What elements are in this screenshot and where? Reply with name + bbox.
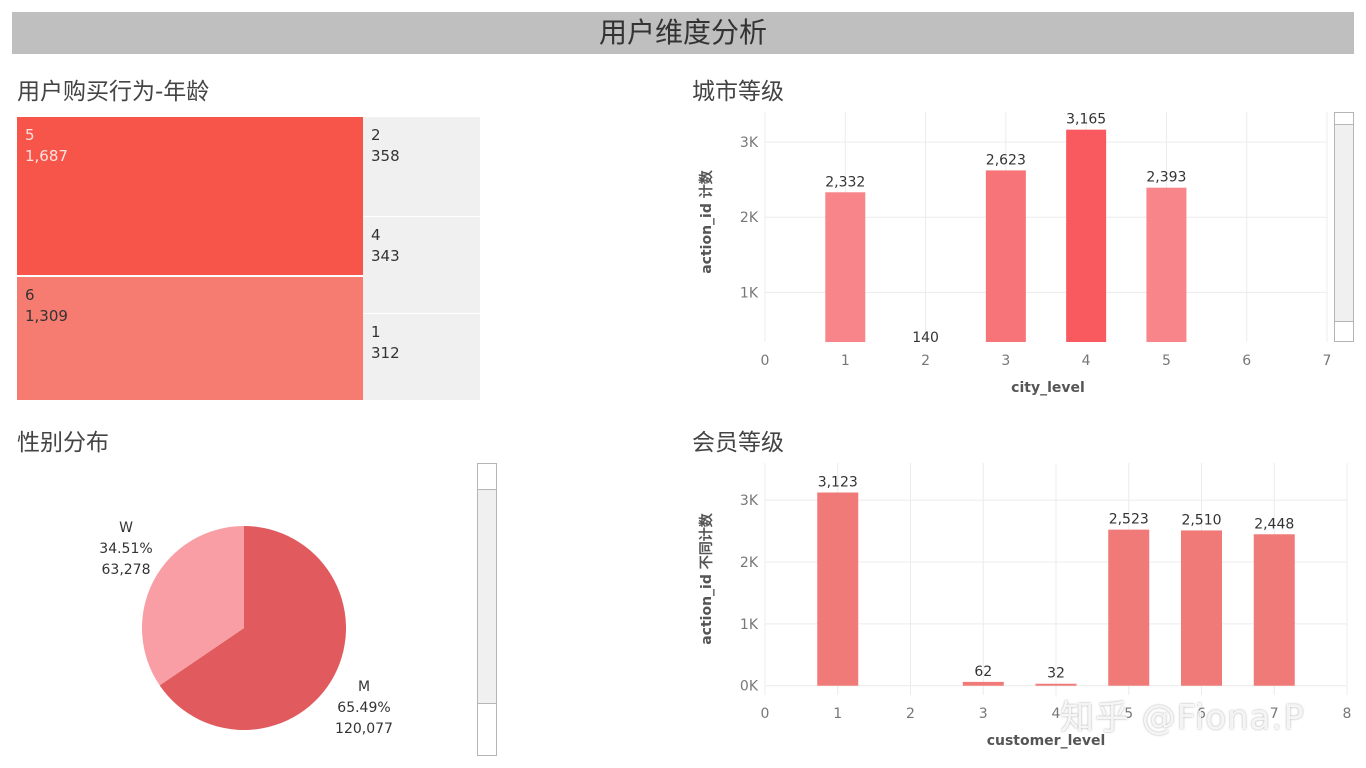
x-axis-label: customer_level	[987, 733, 1106, 749]
scroll-down-cap[interactable]	[478, 703, 496, 755]
treemap-cell-label: 4	[371, 226, 381, 244]
x-tick-label: 3	[1001, 353, 1010, 369]
x-tick-label: 2	[921, 353, 930, 369]
dashboard-title: 用户维度分析	[598, 16, 767, 49]
data-label: 3,123	[818, 475, 858, 491]
data-label: 2,448	[1254, 516, 1294, 532]
treemap-cell-value: 1,687	[25, 147, 68, 165]
x-tick-label: 6	[1197, 706, 1206, 722]
y-tick-label: 3K	[740, 493, 759, 509]
data-label: 32	[1047, 666, 1065, 682]
bar	[1035, 683, 1077, 686]
x-tick-label: 7	[1270, 706, 1279, 722]
y-tick-label: 2K	[740, 555, 759, 571]
y-tick-label: 3K	[740, 135, 759, 151]
pie-slice	[159, 526, 346, 730]
scroll-up-cap[interactable]	[478, 464, 496, 490]
x-tick-label: 0	[761, 706, 770, 722]
dashboard-header: 用户维度分析	[12, 12, 1354, 54]
x-tick-label: 4	[1052, 706, 1061, 722]
bar	[825, 192, 866, 342]
pie-label-value: 63,278	[102, 562, 151, 578]
bar	[962, 681, 1004, 686]
x-tick-label: 8	[1343, 706, 1352, 722]
data-label: 2,623	[986, 152, 1026, 168]
x-tick-label: 2	[906, 706, 915, 722]
data-label: 140	[912, 330, 939, 346]
scroll-up-cap[interactable]	[1335, 113, 1353, 125]
treemap-cell-5[interactable]: 5 1,687	[17, 117, 363, 275]
bar	[1146, 187, 1187, 342]
treemap-cell-value: 343	[371, 247, 400, 265]
bar	[1108, 529, 1150, 686]
age-panel-title: 用户购买行为-年龄	[17, 79, 210, 105]
bar	[1181, 530, 1222, 686]
treemap-cell-value: 312	[371, 344, 400, 362]
bar	[985, 170, 1026, 342]
treemap-cell-6[interactable]: 6 1,309	[17, 277, 363, 400]
city-level-chart: 2,332 140 2,623 3,165 2,393 0 1 2 3 4 5 6 7 1K 2K 3K cit…	[698, 112, 1332, 396]
data-label: 2,523	[1109, 512, 1149, 528]
city-panel-title: 城市等级	[692, 79, 784, 105]
gender-scrollbar[interactable]	[477, 463, 497, 756]
treemap-cell-1[interactable]: 1 312	[363, 314, 480, 400]
data-label: 2,332	[825, 174, 865, 190]
treemap-cell-label: 1	[371, 323, 381, 341]
x-tick-label: 3	[979, 706, 988, 722]
gender-pie-chart: M 65.49% 120,077 W 34.51% 63,278	[99, 520, 393, 737]
pie-label-name: W	[119, 520, 133, 536]
x-tick-label: 1	[833, 706, 842, 722]
y-axis-label: action_id 不同计数	[698, 512, 715, 645]
x-tick-label: 1	[841, 353, 850, 369]
x-tick-label: 5	[1124, 706, 1133, 722]
gender-panel-title: 性别分布	[17, 430, 109, 456]
treemap-cell-4[interactable]: 4 343	[363, 217, 480, 313]
scroll-down-cap[interactable]	[1335, 321, 1353, 341]
pie-label-value: 120,077	[335, 721, 393, 737]
x-tick-label: 6	[1242, 353, 1251, 369]
treemap-cell-label: 2	[371, 126, 381, 144]
x-tick-label: 7	[1323, 353, 1332, 369]
pie-label-percent: 34.51%	[99, 541, 152, 557]
watermark: 知乎 @Fiona.P	[1060, 698, 1305, 738]
pie-label-name: M	[358, 679, 370, 695]
y-axis-label: action_id 计数	[698, 169, 715, 274]
data-label: 2,510	[1181, 512, 1221, 528]
treemap-cell-label: 6	[25, 286, 35, 304]
data-label: 2,393	[1146, 170, 1186, 186]
treemap-cell-value: 358	[371, 147, 400, 165]
member-level-chart: 0 1 2 3 4 5 6 7 8 0K 1K 2K 3K 3,123 62 32 2,523 2,510 2,44…	[698, 463, 1352, 749]
x-tick-label: 4	[1082, 353, 1091, 369]
x-tick-label: 0	[761, 353, 770, 369]
y-tick-label: 1K	[740, 617, 759, 633]
y-tick-label: 2K	[740, 210, 759, 226]
pie-label-percent: 65.49%	[337, 700, 390, 716]
bar	[817, 492, 859, 686]
x-axis-label: city_level	[1011, 380, 1085, 396]
data-label: 3,165	[1066, 112, 1106, 128]
treemap-cell-2[interactable]: 2 358	[363, 117, 480, 216]
bar	[1066, 129, 1107, 342]
treemap-cell-value: 1,309	[25, 307, 68, 325]
bar	[1253, 534, 1295, 686]
y-tick-label: 1K	[740, 285, 759, 301]
data-label: 62	[974, 664, 992, 680]
plot-clip-group: 2,332 140 2,623 3,165 2,393	[764, 112, 1328, 346]
x-tick-label: 5	[1162, 353, 1171, 369]
y-tick-label: 0K	[740, 679, 759, 695]
treemap-cell-label: 5	[25, 126, 35, 144]
pie-slice	[142, 526, 244, 686]
city-scrollbar[interactable]	[1334, 112, 1354, 342]
member-panel-title: 会员等级	[692, 430, 784, 456]
